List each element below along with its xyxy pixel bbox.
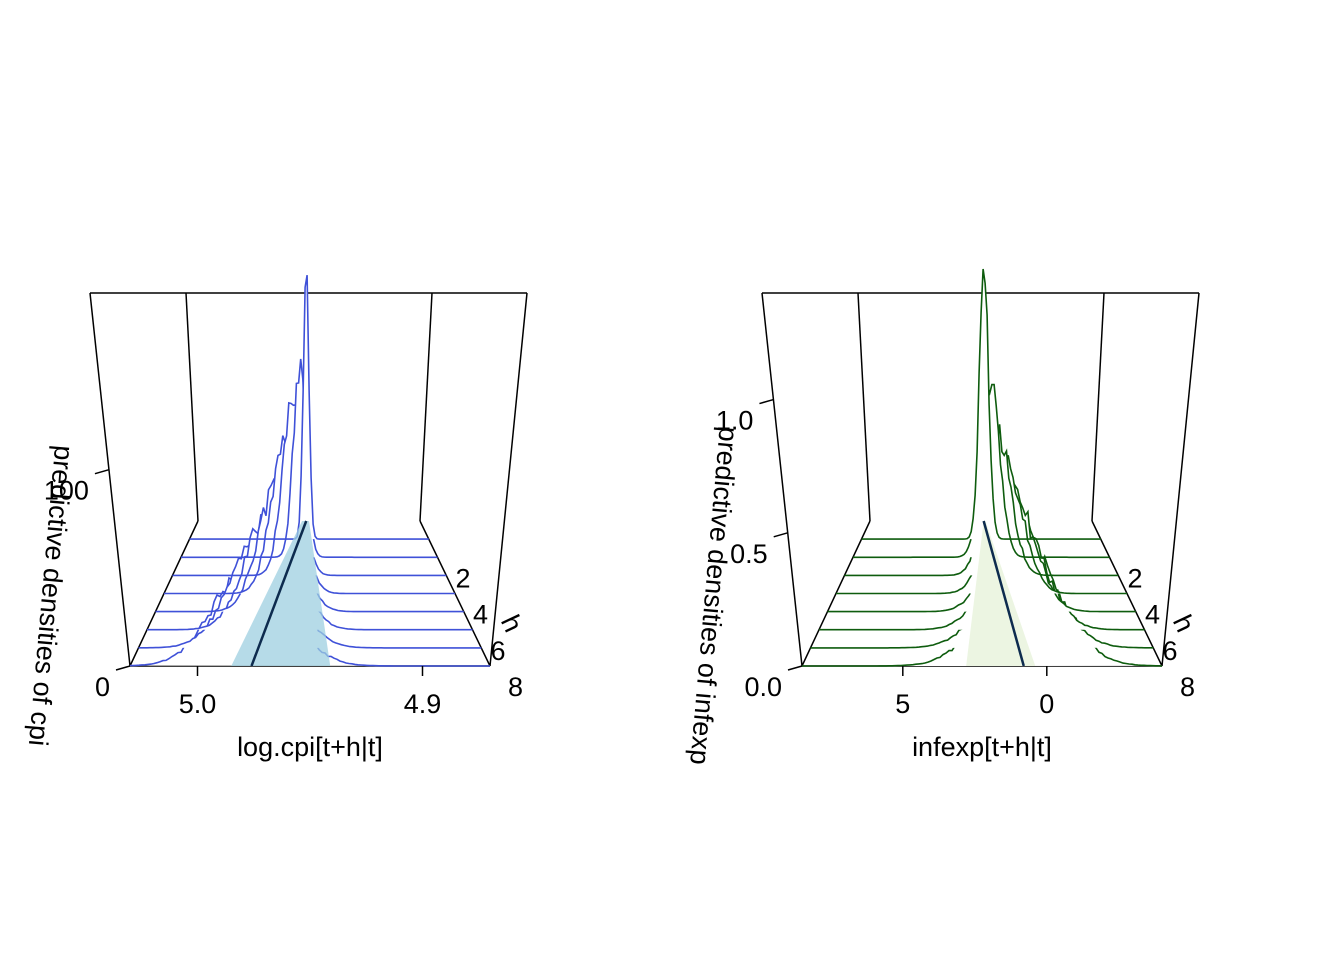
box-front-left-edge: [89, 292, 131, 667]
z-tick-label: 0.5: [730, 539, 768, 569]
z-tick-label: 1.0: [716, 406, 754, 436]
z-axis-label: predictive densities of infexp: [684, 426, 743, 767]
x-axis-label: log.cpi[t+h|t]: [237, 732, 383, 762]
box-back-left-edge: [185, 292, 199, 522]
z-tick-label: 0: [95, 672, 110, 702]
z-tick: [115, 665, 131, 671]
h-tick-label: 8: [1180, 672, 1195, 702]
x-tick-label: 0: [1039, 689, 1054, 719]
z-tick: [94, 468, 110, 475]
h-tick-label: 8: [508, 672, 523, 702]
box-front-right-edge: [1161, 292, 1200, 667]
box-back-right-edge: [1091, 292, 1105, 522]
h-axis-label: h: [1167, 610, 1201, 636]
h-axis-label: h: [495, 610, 529, 636]
x-axis-label: infexp[t+h|t]: [912, 732, 1052, 762]
z-tick: [759, 398, 774, 405]
h-tick-label: 6: [1163, 636, 1178, 666]
h-tick-label: 6: [491, 636, 506, 666]
z-tick: [773, 532, 788, 538]
prediction-band: [231, 521, 331, 666]
h-tick-label: 4: [1145, 600, 1160, 630]
z-tick-label: 100: [44, 476, 89, 506]
x-tick-label: 4.9: [404, 689, 442, 719]
box-front-left-edge: [761, 292, 803, 667]
z-tick-label: 0.0: [744, 672, 782, 702]
h-tick-label: 2: [456, 563, 471, 593]
box-back-left-edge: [857, 292, 871, 522]
density-curve-h1: [861, 268, 1101, 540]
box-back-right-edge: [419, 292, 433, 522]
median-line: [250, 520, 308, 667]
density-curve-h1: [189, 274, 429, 540]
h-tick-label: 2: [1128, 563, 1143, 593]
h-tick-label: 4: [473, 600, 488, 630]
z-tick: [787, 665, 803, 671]
prediction-band: [966, 521, 1036, 666]
density-occlusion-h1: [861, 269, 1101, 540]
median-line: [982, 520, 1025, 667]
box-front-right-edge: [489, 292, 528, 667]
x-tick-label: 5.0: [179, 689, 217, 719]
x-tick-label: 5: [895, 689, 910, 719]
z-axis-label: predictive densities of cpi: [23, 444, 79, 747]
